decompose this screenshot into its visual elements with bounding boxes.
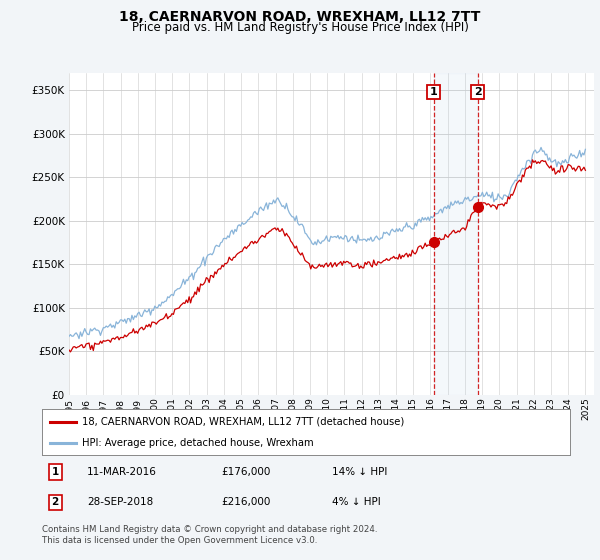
Text: Contains HM Land Registry data © Crown copyright and database right 2024.
This d: Contains HM Land Registry data © Crown c… <box>42 525 377 545</box>
Text: Price paid vs. HM Land Registry's House Price Index (HPI): Price paid vs. HM Land Registry's House … <box>131 21 469 34</box>
Text: 14% ↓ HPI: 14% ↓ HPI <box>332 467 388 477</box>
Text: 18, CAERNARVON ROAD, WREXHAM, LL12 7TT (detached house): 18, CAERNARVON ROAD, WREXHAM, LL12 7TT (… <box>82 417 404 427</box>
Text: 18, CAERNARVON ROAD, WREXHAM, LL12 7TT: 18, CAERNARVON ROAD, WREXHAM, LL12 7TT <box>119 10 481 24</box>
Text: 1: 1 <box>52 467 59 477</box>
Text: HPI: Average price, detached house, Wrexham: HPI: Average price, detached house, Wrex… <box>82 438 313 448</box>
Text: £176,000: £176,000 <box>221 467 271 477</box>
Text: 2: 2 <box>52 497 59 507</box>
Text: £216,000: £216,000 <box>221 497 271 507</box>
Text: 28-SEP-2018: 28-SEP-2018 <box>87 497 153 507</box>
Text: 2: 2 <box>474 87 482 97</box>
Text: 4% ↓ HPI: 4% ↓ HPI <box>332 497 381 507</box>
Text: 1: 1 <box>430 87 437 97</box>
Bar <box>434 73 478 395</box>
Text: 11-MAR-2016: 11-MAR-2016 <box>87 467 157 477</box>
